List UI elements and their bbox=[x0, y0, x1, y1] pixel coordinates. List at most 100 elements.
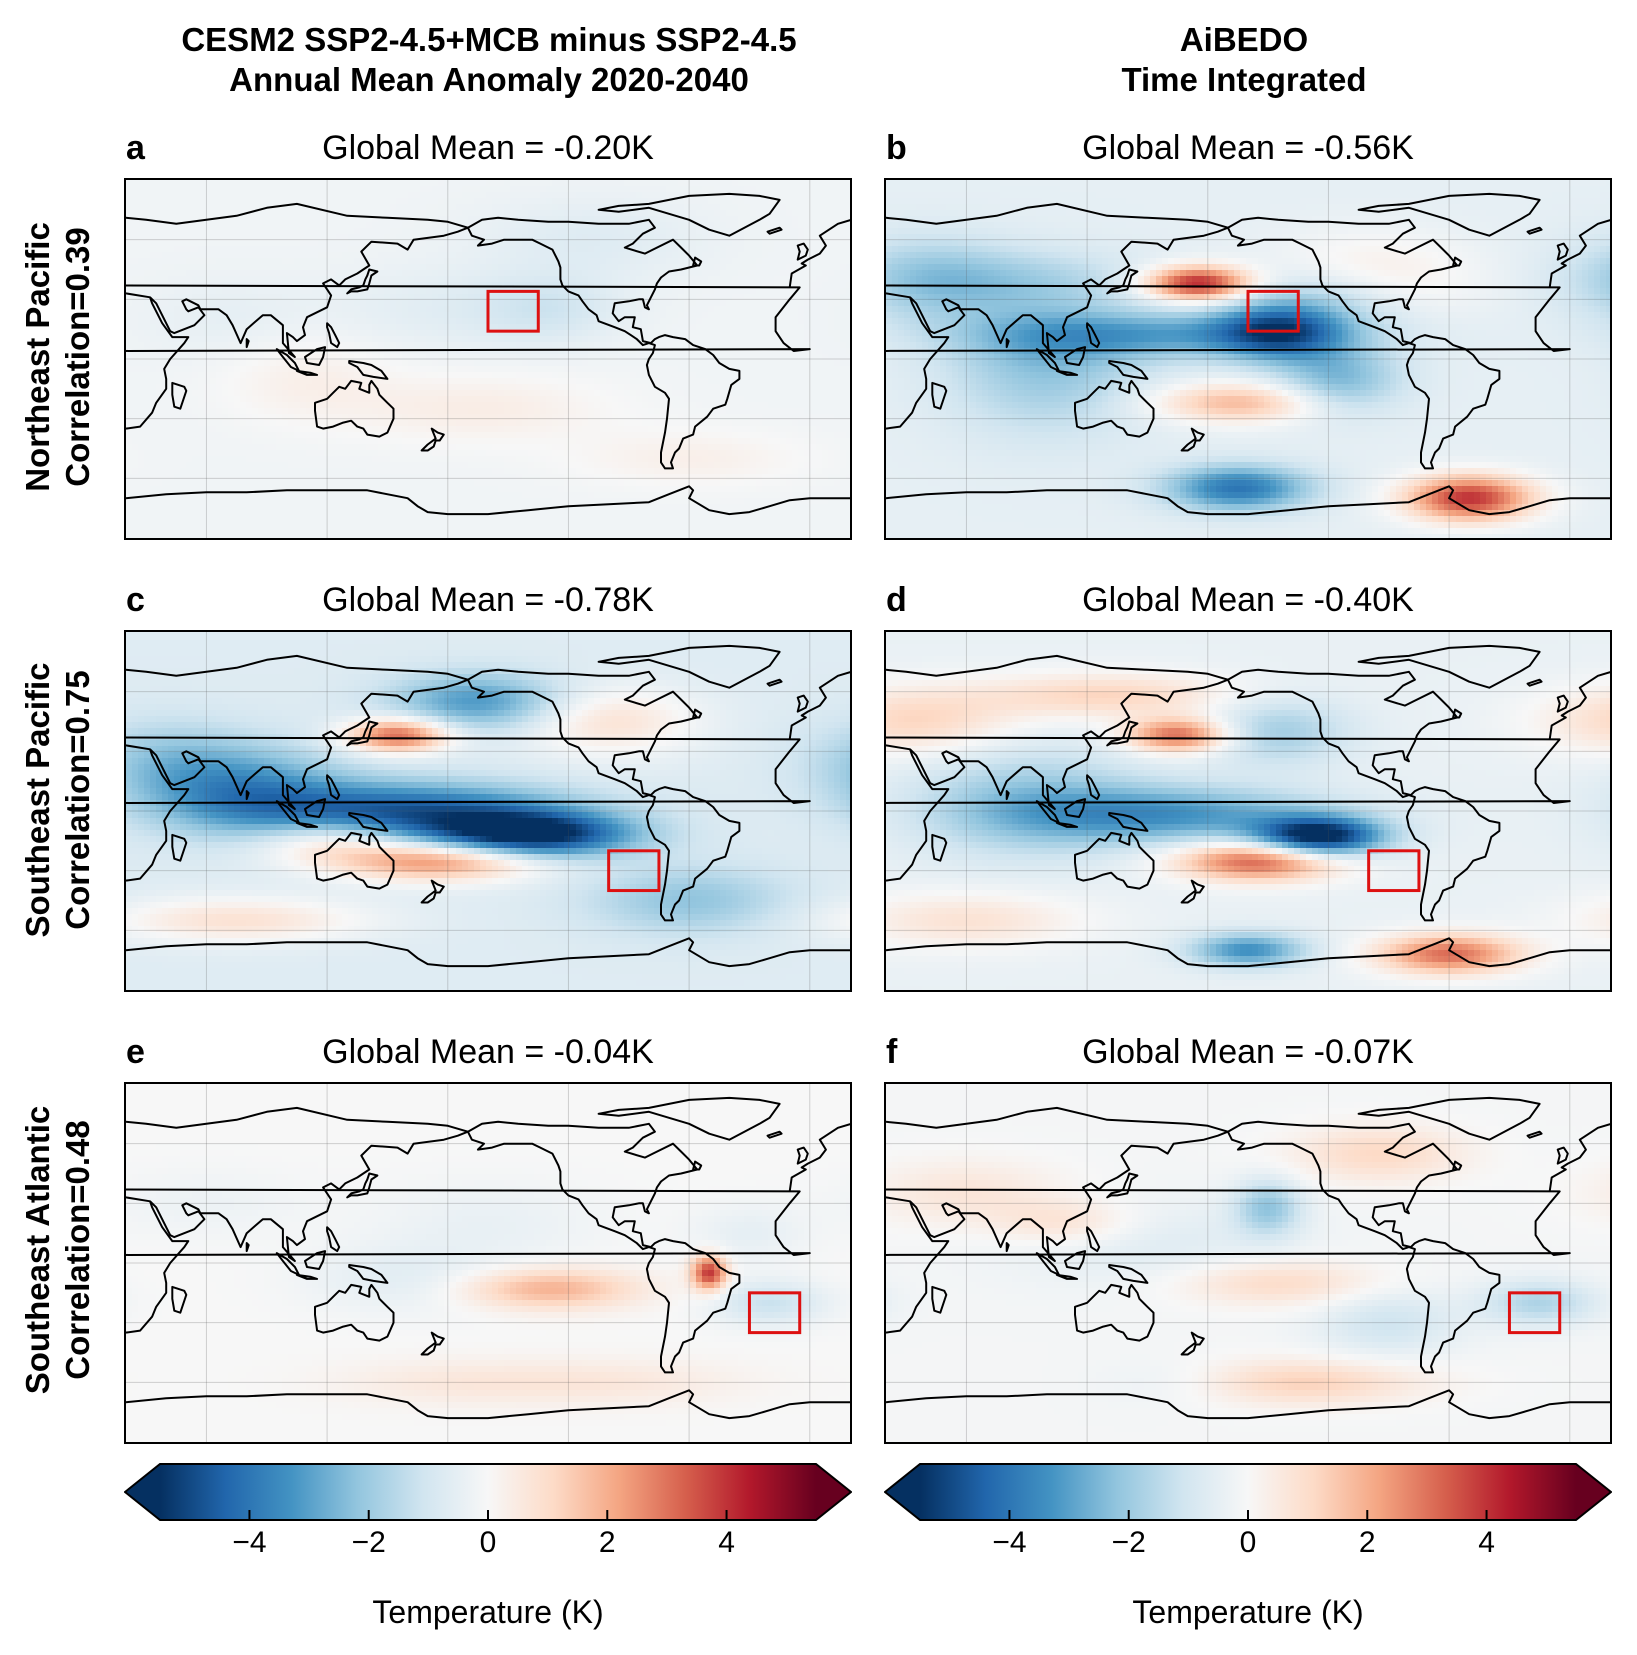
field-cell bbox=[210, 210, 217, 217]
field-cell bbox=[738, 414, 745, 421]
field-cell bbox=[222, 240, 229, 247]
field-cell bbox=[612, 240, 619, 247]
field-cell bbox=[498, 228, 505, 235]
field-cell bbox=[174, 414, 181, 421]
field-cell bbox=[456, 390, 463, 397]
field-cell bbox=[618, 246, 625, 253]
field-cell bbox=[438, 336, 445, 343]
field-cell bbox=[600, 318, 607, 325]
field-cell bbox=[408, 324, 415, 331]
field-cell bbox=[750, 270, 757, 277]
field-cell bbox=[318, 318, 325, 325]
field-cell bbox=[144, 390, 151, 397]
field-cell bbox=[132, 426, 139, 433]
field-cell bbox=[234, 234, 241, 241]
field-cell bbox=[690, 354, 697, 361]
field-cell bbox=[660, 354, 667, 361]
field-cell bbox=[564, 378, 571, 385]
field-cell bbox=[768, 312, 775, 319]
field-cell bbox=[186, 294, 193, 301]
field-cell bbox=[678, 288, 685, 295]
field-cell bbox=[660, 264, 667, 271]
field-cell bbox=[234, 186, 241, 193]
field-cell bbox=[162, 396, 169, 403]
field-cell bbox=[132, 402, 139, 409]
field-cell bbox=[576, 234, 583, 241]
field-cell bbox=[222, 378, 229, 385]
field-cell bbox=[474, 372, 481, 379]
field-cell bbox=[516, 396, 523, 403]
field-cell bbox=[438, 186, 445, 193]
field-cell bbox=[630, 204, 637, 211]
field-cell bbox=[456, 246, 463, 253]
field-cell bbox=[642, 330, 649, 337]
field-cell bbox=[240, 264, 247, 271]
field-cell bbox=[342, 192, 349, 199]
field-cell bbox=[288, 270, 295, 277]
field-cell bbox=[732, 390, 739, 397]
field-cell bbox=[456, 360, 463, 367]
field-cell bbox=[582, 264, 589, 271]
field-cell bbox=[234, 252, 241, 259]
field-cell bbox=[336, 336, 343, 343]
field-cell bbox=[564, 318, 571, 325]
field-cell bbox=[708, 342, 715, 349]
field-cell bbox=[180, 228, 187, 235]
field-cell bbox=[624, 390, 631, 397]
field-cell bbox=[624, 264, 631, 271]
field-cell bbox=[138, 324, 145, 331]
field-cell bbox=[714, 264, 721, 271]
field-cell bbox=[264, 354, 271, 361]
field-cell bbox=[540, 324, 547, 331]
field-cell bbox=[156, 372, 163, 379]
field-cell bbox=[750, 420, 757, 427]
field-cell bbox=[324, 240, 331, 247]
field-cell bbox=[408, 246, 415, 253]
field-cell bbox=[522, 366, 529, 373]
field-cell bbox=[216, 384, 223, 391]
field-cell bbox=[492, 342, 499, 349]
field-cell bbox=[504, 300, 511, 307]
field-cell bbox=[336, 312, 343, 319]
field-cell bbox=[474, 294, 481, 301]
field-cell bbox=[822, 384, 829, 391]
field-cell bbox=[150, 414, 157, 421]
field-cell bbox=[618, 192, 625, 199]
field-cell bbox=[324, 366, 331, 373]
field-cell bbox=[246, 222, 253, 229]
field-cell bbox=[282, 216, 289, 223]
field-cell bbox=[618, 342, 625, 349]
field-cell bbox=[480, 318, 487, 325]
field-cell bbox=[642, 258, 649, 265]
field-cell bbox=[684, 198, 691, 205]
field-cell bbox=[462, 378, 469, 385]
field-cell bbox=[216, 240, 223, 247]
field-cell bbox=[270, 324, 277, 331]
field-cell bbox=[414, 198, 421, 205]
field-cell bbox=[588, 222, 595, 229]
field-cell bbox=[456, 342, 463, 349]
field-cell bbox=[312, 342, 319, 349]
field-cell bbox=[276, 222, 283, 229]
field-cell bbox=[678, 348, 685, 355]
field-cell bbox=[144, 378, 151, 385]
field-cell bbox=[402, 336, 409, 343]
field-cell bbox=[828, 252, 835, 259]
field-cell bbox=[780, 372, 787, 379]
field-cell bbox=[498, 294, 505, 301]
field-cell bbox=[624, 276, 631, 283]
field-cell bbox=[624, 222, 631, 229]
field-cell bbox=[504, 198, 511, 205]
field-cell bbox=[540, 318, 547, 325]
field-cell bbox=[684, 408, 691, 415]
field-cell bbox=[840, 198, 847, 205]
field-cell bbox=[582, 414, 589, 421]
field-cell bbox=[660, 372, 667, 379]
field-cell bbox=[666, 258, 673, 265]
field-cell bbox=[594, 342, 601, 349]
field-cell bbox=[606, 186, 613, 193]
field-cell bbox=[714, 180, 721, 187]
field-cell bbox=[684, 348, 691, 355]
field-cell bbox=[348, 264, 355, 271]
field-cell bbox=[738, 204, 745, 211]
